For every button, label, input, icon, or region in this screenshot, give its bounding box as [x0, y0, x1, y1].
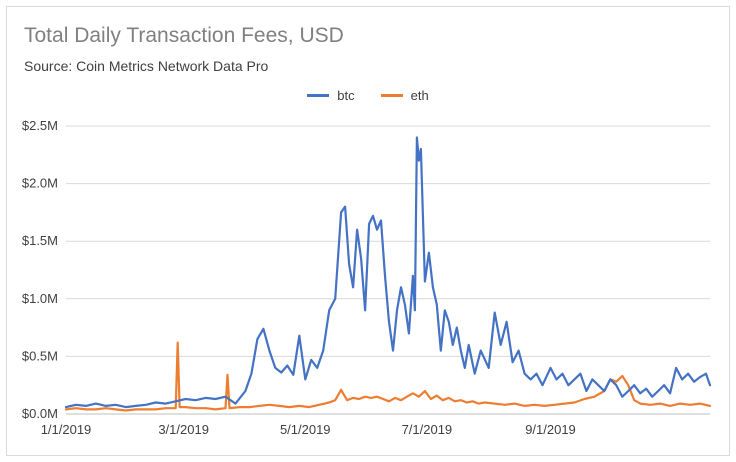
y-tick-label: $2.5M [22, 118, 58, 133]
x-tick-label: 9/1/2019 [525, 422, 576, 437]
y-tick-label: $2.0M [22, 176, 58, 191]
series-line-eth [64, 341, 712, 412]
chart-title: Total Daily Transaction Fees, USD [24, 24, 344, 47]
chart-subtitle: Source: Coin Metrics Network Data Pro [24, 58, 269, 74]
x-tick-label: 5/1/2019 [280, 422, 331, 437]
y-axis-ticks: $0.0M $0.5M $1.0M $1.5M $2.0M $2.5M [22, 118, 58, 421]
legend-swatch-eth [380, 94, 403, 97]
legend-item-eth: eth [380, 88, 429, 103]
x-tick-label: 1/1/2019 [41, 422, 92, 437]
x-tick-label: 7/1/2019 [402, 422, 453, 437]
y-tick-label: $0.5M [22, 348, 58, 363]
series-lines [64, 136, 712, 412]
legend: btc eth [0, 88, 736, 103]
legend-label-btc: btc [337, 88, 355, 103]
y-tick-label: $1.5M [22, 233, 58, 248]
legend-item-btc: btc [307, 88, 355, 103]
x-axis-ticks: 1/1/2019 3/1/2019 5/1/2019 7/1/2019 9/1/2019 [41, 422, 576, 437]
legend-swatch-btc [307, 94, 330, 97]
y-tick-label: $0.0M [22, 406, 58, 421]
y-tick-label: $1.0M [22, 291, 58, 306]
series-line-btc [64, 136, 712, 409]
legend-label-eth: eth [410, 88, 429, 103]
x-tick-label: 3/1/2019 [158, 422, 209, 437]
gridlines [66, 125, 710, 415]
